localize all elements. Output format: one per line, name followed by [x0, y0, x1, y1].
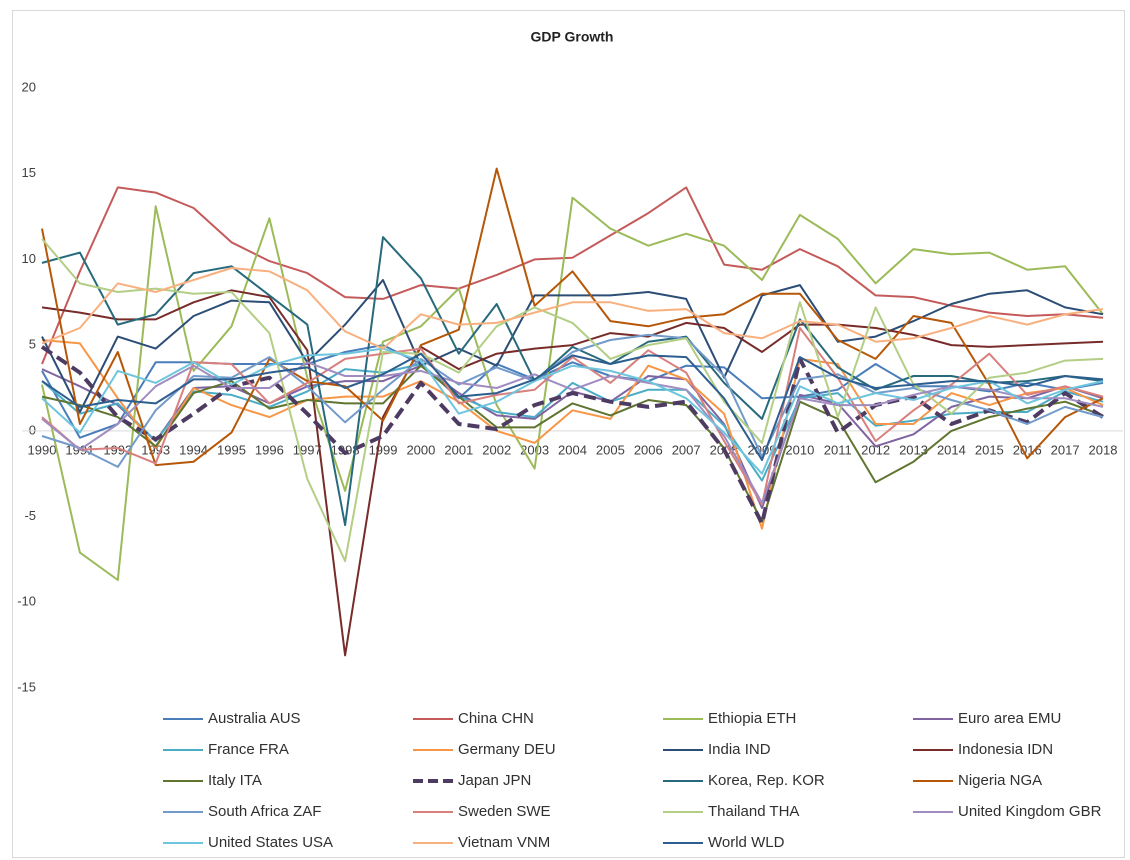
x-tick-label: 2013 — [899, 442, 928, 457]
legend-label: Korea, Rep. KOR — [708, 772, 825, 789]
x-tick-label: 2003 — [520, 442, 549, 457]
x-tick-label: 1996 — [255, 442, 284, 457]
legend-label: Vietnam VNM — [458, 834, 550, 851]
legend-label: Ethiopia ETH — [708, 710, 796, 727]
legend-label: Italy ITA — [208, 772, 262, 789]
x-tick-label: 1992 — [103, 442, 132, 457]
series-line — [41, 196, 1104, 581]
series-line — [41, 352, 1104, 461]
series-line — [41, 347, 1104, 475]
x-tick-label: 2012 — [861, 442, 890, 457]
x-tick-label: 2006 — [634, 442, 663, 457]
series-line — [41, 167, 1104, 467]
legend-label: Euro area EMU — [958, 710, 1061, 727]
series-line — [41, 364, 1104, 523]
x-tick-label: 2014 — [937, 442, 966, 457]
x-tick-label: 1990 — [28, 442, 57, 457]
legend-label: Indonesia IDN — [958, 741, 1053, 758]
legend-label: France FRA — [208, 741, 289, 758]
legend-label: India IND — [708, 741, 771, 758]
chart-border — [12, 10, 1125, 858]
x-tick-label: 2009 — [748, 442, 777, 457]
x-tick-label: 1997 — [293, 442, 322, 457]
x-tick-label: 2016 — [1013, 442, 1042, 457]
legend-label: Thailand THA — [708, 803, 799, 820]
x-tick-label: 1995 — [217, 442, 246, 457]
x-tick-label: 2007 — [672, 442, 701, 457]
series-line — [41, 289, 1104, 657]
x-tick-label: 1999 — [369, 442, 398, 457]
legend-label: United Kingdom GBR — [958, 803, 1102, 820]
legend-label: China CHN — [458, 710, 534, 727]
x-tick-label: 1998 — [331, 442, 360, 457]
y-tick-label: 20 — [22, 79, 36, 94]
x-tick-label: 1994 — [179, 442, 208, 457]
y-tick-label: 0 — [29, 422, 36, 437]
legend-label: World WLD — [708, 834, 785, 851]
legend-label: Sweden SWE — [458, 803, 551, 820]
y-tick-label: 15 — [22, 165, 36, 180]
legend-label: United States USA — [208, 834, 333, 851]
series-line — [41, 238, 1104, 563]
series-line — [41, 267, 1104, 350]
legend-label: Australia AUS — [208, 710, 301, 727]
x-tick-label: 2010 — [785, 442, 814, 457]
series-line — [41, 236, 1104, 527]
x-tick-label: 2011 — [824, 442, 852, 457]
y-tick-label: 5 — [29, 337, 36, 352]
y-tick-label: 10 — [22, 251, 36, 266]
x-tick-label: 2017 — [1051, 442, 1080, 457]
x-tick-label: 2005 — [596, 442, 625, 457]
series-line — [41, 339, 1104, 530]
x-tick-label: 2002 — [482, 442, 511, 457]
x-tick-label: 2015 — [975, 442, 1004, 457]
legend-label: Nigeria NGA — [958, 772, 1042, 789]
x-tick-label: 2004 — [558, 442, 587, 457]
y-tick-label: -5 — [24, 508, 36, 523]
chart-title: GDP Growth — [531, 29, 614, 45]
x-tick-label: 2001 — [444, 442, 473, 457]
series-line — [41, 327, 1104, 506]
legend-label: Germany DEU — [458, 741, 556, 758]
y-tick-label: -10 — [17, 594, 36, 609]
series-line — [41, 361, 1104, 504]
series-line — [41, 186, 1104, 365]
legend-label: Japan JPN — [458, 772, 531, 789]
series-line — [40, 345, 1105, 526]
x-tick-label: 1993 — [141, 442, 170, 457]
x-tick-label: 2000 — [406, 442, 435, 457]
series-line — [41, 279, 1104, 413]
y-tick-label: -15 — [17, 679, 36, 694]
x-tick-label: 2018 — [1089, 442, 1118, 457]
legend-label: South Africa ZAF — [208, 803, 321, 820]
